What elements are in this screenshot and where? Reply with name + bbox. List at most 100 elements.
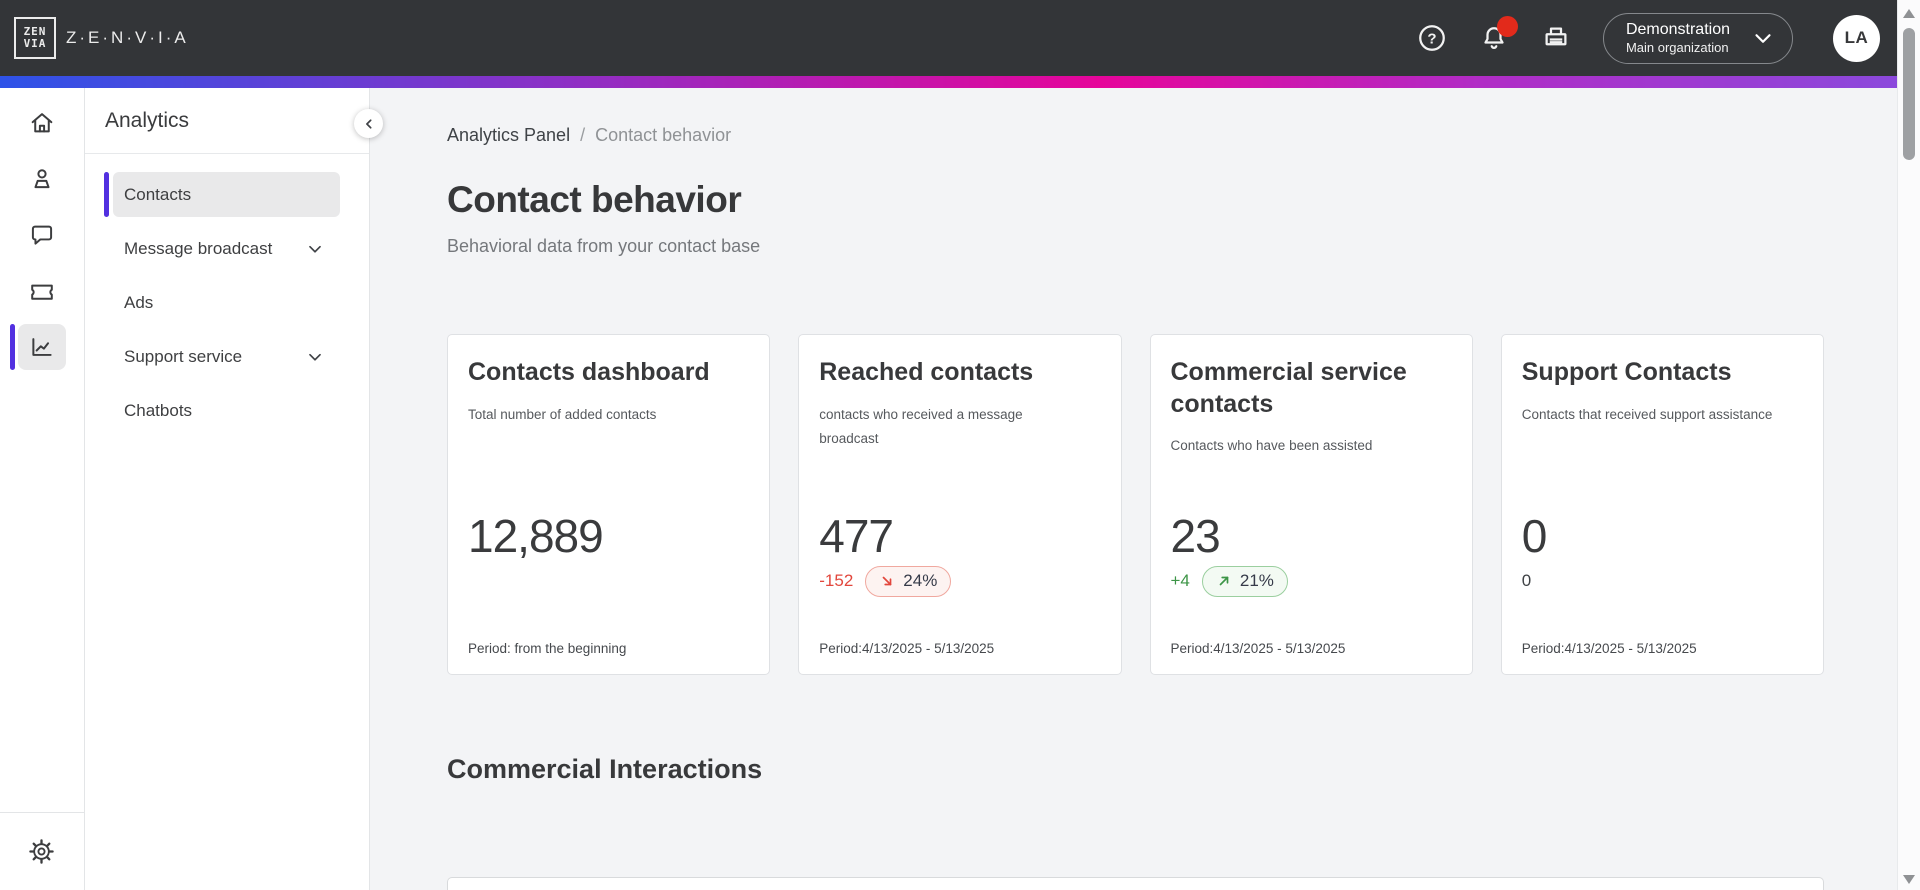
card-period: Period:4/13/2025 - 5/13/2025 — [1170, 641, 1346, 656]
breadcrumb-separator: / — [580, 125, 586, 145]
card-title: Support Contacts — [1521, 358, 1732, 386]
card-value: 0 — [1521, 510, 1548, 562]
rail-item-tickets[interactable] — [18, 268, 66, 314]
scrollbar-thumb[interactable] — [1903, 28, 1915, 160]
topbar-actions: ? — [1387, 12, 1880, 64]
app-body: Analytics Contacts Message broadcast — [0, 88, 1897, 890]
arrow-down-right-icon — [879, 573, 895, 589]
breadcrumb-analytics-panel[interactable]: Analytics Panel — [447, 125, 571, 145]
ticket-icon — [28, 277, 56, 305]
sidebar-item-support-service[interactable]: Support service — [113, 334, 340, 379]
delta-value: -152 — [819, 571, 854, 590]
sidebar-item-contacts[interactable]: Contacts — [104, 172, 340, 217]
page-title: Contact behavior — [447, 179, 742, 220]
card-reached-contacts: Reached contacts contacts who received a… — [798, 334, 1122, 675]
gear-icon — [28, 838, 55, 865]
line-chart-icon — [28, 333, 56, 361]
sidebar-item-label: Chatbots — [124, 400, 193, 420]
sidebar-nav: Contacts Message broadcast Ads — [85, 154, 369, 433]
chat-bubble-icon — [28, 221, 56, 249]
commercial-interactions-card — [447, 877, 1824, 890]
sidebar-item-chatbots[interactable]: Chatbots — [113, 388, 340, 433]
sidebar-item-label: Ads — [124, 292, 154, 312]
card-description: contacts who received a message broadcas… — [819, 406, 1023, 446]
rail-bottom — [0, 812, 84, 890]
zenvia-logo-icon: ZEN VIA — [14, 17, 56, 59]
rail-item-conversations[interactable] — [18, 212, 66, 258]
kpi-cards-row: Contacts dashboard Total number of added… — [447, 334, 1824, 675]
scrollbar-down-arrow[interactable] — [1903, 875, 1915, 884]
scrollbar-up-arrow[interactable] — [1903, 9, 1915, 18]
organization-name: Demonstration — [1625, 20, 1730, 38]
card-title: Contacts dashboard — [468, 358, 710, 386]
card-period: Period:4/13/2025 - 5/13/2025 — [1521, 641, 1697, 656]
help-icon: ? — [1417, 23, 1447, 53]
sidebar-item-label: Support service — [124, 346, 243, 366]
notifications-button[interactable] — [1477, 16, 1518, 55]
delta-value: 0 — [1521, 571, 1532, 590]
section-title-commercial-interactions: Commercial Interactions — [447, 754, 763, 784]
logo-glyph-bottom: VIA — [23, 37, 47, 50]
organization-switcher[interactable]: Demonstration Main organization — [1602, 12, 1793, 64]
card-commercial-service-contacts: Commercial service contacts Contacts who… — [1149, 334, 1473, 675]
card-period: Period:4/13/2025 - 5/13/2025 — [819, 641, 995, 656]
arrow-up-right-icon — [1216, 573, 1232, 589]
sidebar-collapse-button[interactable] — [354, 109, 383, 138]
zenvia-logo[interactable]: ZEN VIA Z·E·N·V·I·A — [14, 17, 189, 59]
card-value: 23 — [1170, 510, 1221, 562]
brand-text: Z·E·N·V·I·A — [66, 28, 189, 47]
card-title: Reached contacts — [819, 358, 1034, 386]
page-subtitle: Behavioral data from your contact base — [447, 236, 761, 256]
card-description: Contacts that received support assistanc… — [1521, 406, 1773, 422]
svg-text:?: ? — [1427, 30, 1436, 47]
card-delta-row: -152 24% — [819, 565, 952, 597]
trend-badge-up: 21% — [1201, 565, 1288, 597]
card-contacts-dashboard: Contacts dashboard Total number of added… — [447, 334, 771, 675]
chevron-down-icon — [304, 238, 326, 260]
sidebar-item-label: Message broadcast — [124, 238, 273, 258]
card-period: Period: from the beginning — [468, 641, 627, 656]
sidebar-item-ads[interactable]: Ads — [113, 280, 340, 325]
card-description: Total number of added contacts — [468, 406, 657, 422]
help-button[interactable]: ? — [1415, 21, 1449, 55]
user-avatar[interactable]: LA — [1833, 14, 1880, 62]
sidebar-title: Analytics — [85, 88, 369, 154]
organization-subtitle: Main organization — [1625, 39, 1729, 55]
organization-text: Demonstration Main organization — [1626, 20, 1730, 56]
rail-item-settings[interactable] — [18, 829, 66, 875]
breadcrumb-current: Contact behavior — [595, 125, 732, 145]
rail-item-analytics[interactable] — [10, 324, 66, 370]
icon-rail — [0, 88, 85, 890]
card-delta-row: 0 — [1522, 565, 1531, 597]
rail-item-contacts[interactable] — [18, 156, 66, 202]
logo-glyph-top: ZEN — [23, 25, 47, 38]
card-description: Contacts who have been assisted — [1170, 438, 1373, 453]
main-content: Analytics Panel / Contact behavior Conta… — [370, 88, 1897, 890]
chevron-left-icon — [359, 114, 379, 134]
chevron-down-icon — [304, 346, 326, 368]
print-button[interactable] — [1539, 21, 1573, 55]
home-icon — [28, 109, 56, 137]
delta-percent: 21% — [1239, 571, 1274, 590]
sidebar-item-label: Contacts — [124, 184, 192, 204]
active-rail-indicator — [10, 324, 15, 370]
analytics-sidebar: Analytics Contacts Message broadcast — [85, 88, 383, 890]
vertical-scrollbar[interactable] — [1897, 0, 1920, 890]
card-delta-row: +4 21% — [1171, 565, 1288, 597]
brand-gradient-bar — [0, 76, 1897, 88]
card-support-contacts: Support Contacts Contacts that received … — [1500, 334, 1824, 675]
sidebar-item-message-broadcast[interactable]: Message broadcast — [113, 226, 340, 271]
person-icon — [28, 165, 56, 193]
printer-icon — [1541, 23, 1571, 53]
delta-percent: 24% — [903, 571, 938, 590]
notification-dot — [1496, 16, 1518, 37]
breadcrumb: Analytics Panel / Contact behavior — [447, 123, 1824, 147]
rail-item-home[interactable] — [18, 100, 66, 146]
card-value: 477 — [819, 510, 894, 562]
topbar: ZEN VIA Z·E·N·V·I·A ? — [0, 0, 1897, 76]
chevron-down-icon — [1750, 25, 1776, 51]
card-title: Commercial service contacts — [1170, 358, 1407, 418]
card-value: 12,889 — [468, 510, 604, 562]
